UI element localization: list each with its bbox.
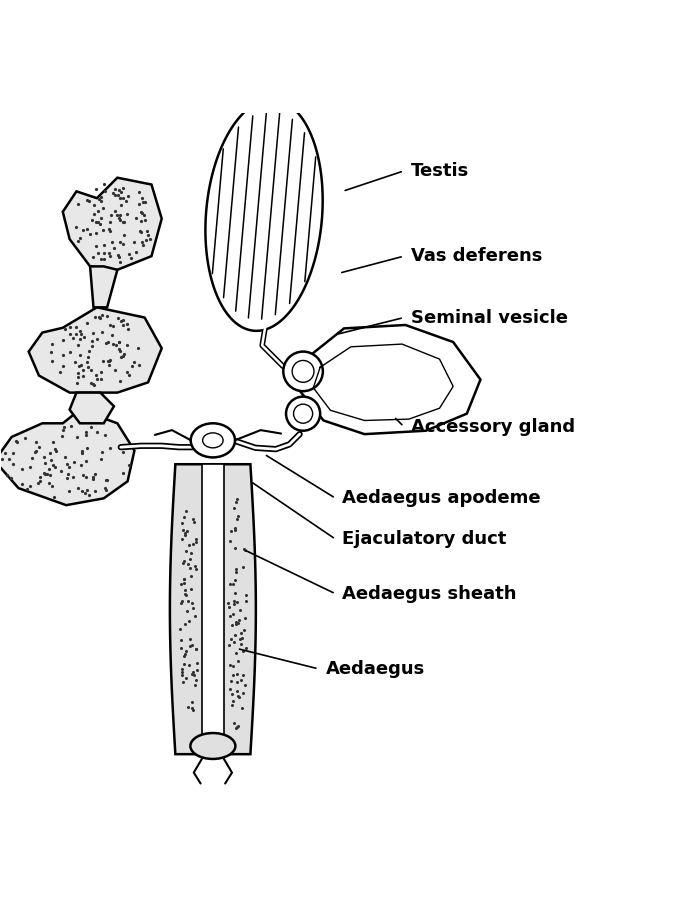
Polygon shape bbox=[170, 464, 256, 755]
Text: Aedaegus apodeme: Aedaegus apodeme bbox=[342, 489, 541, 508]
Polygon shape bbox=[63, 178, 162, 270]
Ellipse shape bbox=[190, 423, 235, 458]
Text: Accessory gland: Accessory gland bbox=[411, 418, 575, 436]
Polygon shape bbox=[29, 307, 162, 392]
Polygon shape bbox=[206, 100, 323, 331]
Text: Testis: Testis bbox=[411, 162, 469, 180]
Ellipse shape bbox=[286, 397, 320, 430]
Text: Vas deferens: Vas deferens bbox=[411, 247, 542, 265]
Ellipse shape bbox=[284, 351, 323, 391]
Ellipse shape bbox=[203, 433, 223, 448]
Ellipse shape bbox=[190, 733, 236, 759]
Ellipse shape bbox=[294, 404, 312, 423]
Text: Seminal vesicle: Seminal vesicle bbox=[411, 309, 568, 327]
Polygon shape bbox=[90, 266, 117, 307]
Polygon shape bbox=[296, 325, 480, 434]
Ellipse shape bbox=[292, 360, 314, 382]
Polygon shape bbox=[70, 392, 114, 423]
Text: Ejaculatory duct: Ejaculatory duct bbox=[342, 530, 507, 548]
Text: Aedaegus sheath: Aedaegus sheath bbox=[342, 585, 517, 603]
Text: Aedaegus: Aedaegus bbox=[325, 660, 425, 678]
Polygon shape bbox=[202, 464, 224, 744]
Polygon shape bbox=[0, 410, 134, 505]
